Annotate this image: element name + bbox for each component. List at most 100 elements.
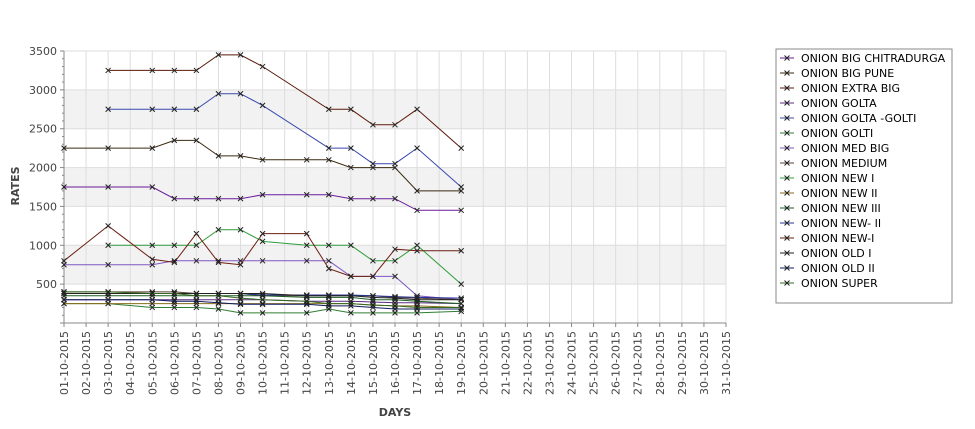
data-point <box>61 296 67 303</box>
data-point <box>392 257 398 264</box>
legend-marker <box>784 265 790 271</box>
legend-item: ONION NEW II <box>780 187 878 200</box>
x-tick-label: 16-10-2015 <box>389 331 402 395</box>
x-tick-label: 27-10-2015 <box>632 331 645 395</box>
data-point <box>237 195 244 202</box>
data-point <box>215 226 222 233</box>
legend-item: ONION SUPER <box>780 277 878 290</box>
x-tick-label: 12-10-2015 <box>301 331 314 395</box>
x-tick-label: 22-10-2015 <box>521 331 534 395</box>
legend-label: ONION MEDIUM <box>801 157 887 170</box>
data-point <box>215 153 222 159</box>
x-tick-label: 14-10-2015 <box>345 331 358 395</box>
data-point <box>215 306 222 312</box>
series <box>105 226 465 287</box>
data-point <box>259 257 266 264</box>
legend-label: ONION OLD I <box>801 247 872 260</box>
data-point <box>193 257 200 264</box>
data-point <box>237 261 244 268</box>
x-tick-label: 05-10-2015 <box>146 331 159 395</box>
data-point <box>259 156 266 163</box>
x-tick-label: 29-10-2015 <box>676 331 689 395</box>
data-point <box>171 298 178 305</box>
data-point <box>414 242 420 249</box>
x-tick-label: 02-10-2015 <box>80 331 93 395</box>
legend-marker <box>784 100 790 106</box>
data-point <box>259 191 266 198</box>
x-tick-label: 23-10-2015 <box>543 331 556 395</box>
series-group <box>61 52 465 316</box>
data-point <box>370 121 376 128</box>
data-point <box>458 281 465 287</box>
legend-label: ONION BIG CHITRADURGA <box>801 52 946 65</box>
data-point <box>303 242 310 249</box>
x-tick-label: 09-10-2015 <box>235 331 248 395</box>
series <box>105 52 465 151</box>
legend-label: ONION BIG PUNE <box>801 67 894 80</box>
data-point <box>458 145 465 151</box>
data-point <box>458 304 465 311</box>
data-point <box>458 184 465 190</box>
x-tick-label: 10-10-2015 <box>257 331 270 395</box>
data-point <box>414 304 420 311</box>
data-point <box>61 257 67 264</box>
data-point <box>237 226 244 233</box>
data-point <box>237 290 244 297</box>
data-point <box>325 242 332 249</box>
data-point <box>303 310 310 316</box>
data-point <box>193 67 200 74</box>
legend-label: ONION NEW- II <box>801 217 881 230</box>
data-point <box>61 145 67 151</box>
data-point <box>149 296 156 303</box>
series <box>61 137 465 194</box>
data-point <box>370 302 376 308</box>
data-point <box>171 106 178 113</box>
data-point <box>193 106 200 113</box>
data-point <box>237 52 244 58</box>
data-point <box>171 300 178 307</box>
x-tick-label: 11-10-2015 <box>279 331 292 395</box>
legend-item: ONION MEDIUM <box>780 157 887 170</box>
data-point <box>237 300 244 307</box>
data-point <box>215 195 222 202</box>
legend-marker <box>784 205 790 211</box>
legend-label: ONION NEW I <box>801 172 874 185</box>
legend-label: ONION OLD II <box>801 262 875 275</box>
data-point <box>392 273 398 280</box>
data-point <box>215 259 222 266</box>
data-point <box>237 153 244 159</box>
data-point <box>414 188 420 194</box>
data-point <box>370 257 376 264</box>
x-tick-label: 31-10-2015 <box>720 331 733 395</box>
x-tick-label: 07-10-2015 <box>190 331 203 395</box>
data-point <box>414 296 420 303</box>
x-tick-label: 24-10-2015 <box>566 331 579 395</box>
legend-marker <box>784 145 790 151</box>
legend-item: ONION MED BIG <box>780 142 889 155</box>
legend-label: ONION NEW III <box>801 202 881 215</box>
legend-item: ONION GOLTI <box>780 127 873 140</box>
legend-item: ONION NEW III <box>780 202 881 215</box>
data-point <box>325 265 332 272</box>
x-tick-label: 26-10-2015 <box>610 331 623 395</box>
data-point <box>325 257 332 264</box>
data-point <box>105 261 111 268</box>
y-tick-label: 2500 <box>29 123 57 136</box>
data-point <box>215 290 222 297</box>
x-tick-label: 13-10-2015 <box>323 331 336 395</box>
x-tick-label: 17-10-2015 <box>411 331 424 395</box>
data-point <box>348 292 354 298</box>
data-point <box>149 261 156 268</box>
data-point <box>259 230 266 237</box>
data-point <box>325 292 332 299</box>
x-axis-title: DAYS <box>379 406 412 419</box>
x-tick-label: 21-10-2015 <box>499 331 512 395</box>
data-point <box>149 145 156 151</box>
y-tick-label: 3500 <box>29 45 57 58</box>
data-point <box>215 292 222 299</box>
data-point <box>171 137 178 144</box>
data-point <box>370 310 376 316</box>
data-point <box>325 300 332 307</box>
data-point <box>61 184 67 190</box>
